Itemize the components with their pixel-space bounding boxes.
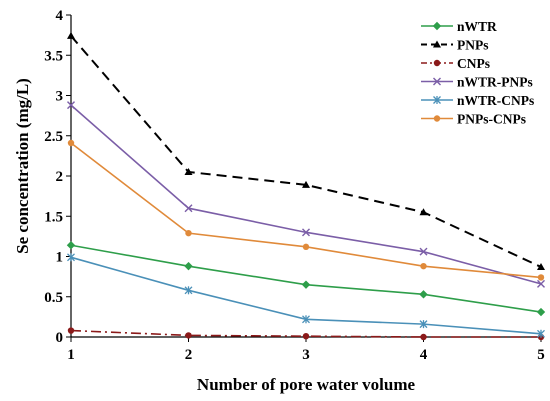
x-tick-label: 5 bbox=[537, 347, 545, 363]
data-point bbox=[67, 139, 75, 147]
y-tick-label: 3 bbox=[56, 89, 64, 105]
legend-item: nWTR bbox=[421, 19, 497, 34]
marker-stroke bbox=[67, 101, 75, 110]
x-tick-label: 4 bbox=[420, 347, 428, 363]
y-tick-label: 2.5 bbox=[44, 129, 63, 145]
marker-stroke bbox=[433, 77, 441, 86]
legend-marker bbox=[433, 96, 441, 104]
data-point bbox=[420, 333, 427, 341]
data-point bbox=[537, 329, 545, 338]
data-point bbox=[67, 253, 75, 262]
data-point bbox=[419, 290, 428, 299]
legend-marker bbox=[433, 59, 441, 67]
legend-label: nWTR bbox=[457, 19, 497, 34]
data-point bbox=[184, 204, 193, 213]
marker-stroke bbox=[419, 247, 428, 256]
legend-item: PNPs bbox=[421, 38, 489, 53]
y-tick-label: 1 bbox=[56, 250, 64, 266]
data-point bbox=[302, 332, 310, 340]
data-point bbox=[301, 280, 311, 289]
data-point bbox=[537, 279, 545, 288]
data-point bbox=[302, 315, 310, 324]
legend-item: PNPs-CNPs bbox=[421, 112, 526, 127]
series-lines bbox=[66, 31, 546, 341]
legend-label: PNPs-CNPs bbox=[457, 112, 526, 127]
y-axis-title: Se concentration (mg/L) bbox=[13, 78, 32, 254]
data-point bbox=[184, 261, 193, 271]
data-point bbox=[537, 262, 545, 270]
y-tick-label: 1.5 bbox=[44, 209, 63, 225]
legend-item: nWTR-CNPs bbox=[421, 93, 534, 108]
data-point bbox=[419, 208, 428, 216]
legend-label: CNPs bbox=[457, 56, 490, 71]
data-point bbox=[419, 320, 428, 329]
data-point bbox=[185, 229, 192, 237]
legend-marker bbox=[433, 115, 441, 122]
series-nwtr bbox=[66, 241, 546, 317]
series-pnps bbox=[67, 31, 545, 270]
data-point bbox=[184, 286, 193, 295]
tick-labels: 0 0.5 1 1.5 2 2.5 3 3.5 4 1 2 3 4 5 bbox=[44, 8, 545, 363]
legend: nWTR PNPs CNPs nWTR-PNPs nWTR-CNPs PNPs-CNPs bbox=[421, 19, 534, 127]
x-tick-label: 2 bbox=[185, 347, 193, 363]
data-point bbox=[536, 307, 546, 317]
data-point bbox=[537, 274, 545, 281]
data-point bbox=[185, 332, 192, 339]
series-line bbox=[70, 244, 542, 313]
series-nwtr-cnps bbox=[67, 253, 545, 338]
y-tick-label: 4 bbox=[56, 8, 64, 24]
marker-stroke bbox=[302, 228, 310, 237]
x-tick-label: 3 bbox=[302, 347, 310, 363]
y-tick-label: 0 bbox=[56, 330, 64, 346]
legend-label: nWTR-CNPs bbox=[457, 93, 534, 108]
series-cnps bbox=[67, 327, 545, 341]
series-pnps-cnps bbox=[67, 139, 545, 281]
x-tick-label: 1 bbox=[67, 347, 75, 363]
marker-stroke bbox=[537, 279, 545, 288]
y-tick-label: 0.5 bbox=[44, 290, 63, 306]
data-point bbox=[420, 262, 427, 270]
data-point bbox=[67, 327, 75, 334]
legend-item: nWTR-PNPs bbox=[421, 75, 533, 90]
series-nwtr-pnps bbox=[67, 101, 545, 288]
data-point bbox=[302, 228, 310, 237]
legend-item: CNPs bbox=[421, 56, 490, 71]
data-point bbox=[184, 167, 193, 175]
marker-stroke bbox=[184, 204, 193, 213]
legend-marker bbox=[432, 21, 442, 31]
legend-marker bbox=[433, 77, 441, 86]
data-point bbox=[419, 247, 428, 256]
legend-label: nWTR-PNPs bbox=[457, 75, 533, 90]
data-point bbox=[66, 241, 76, 250]
y-tick-label: 3.5 bbox=[44, 48, 63, 64]
legend-marker bbox=[433, 40, 441, 48]
data-point bbox=[302, 243, 310, 251]
legend-label: PNPs bbox=[457, 38, 489, 53]
data-point bbox=[67, 31, 75, 39]
data-point bbox=[302, 180, 310, 188]
x-axis-title: Number of pore water volume bbox=[197, 375, 416, 394]
data-point bbox=[67, 101, 75, 110]
y-tick-label: 2 bbox=[56, 169, 64, 185]
